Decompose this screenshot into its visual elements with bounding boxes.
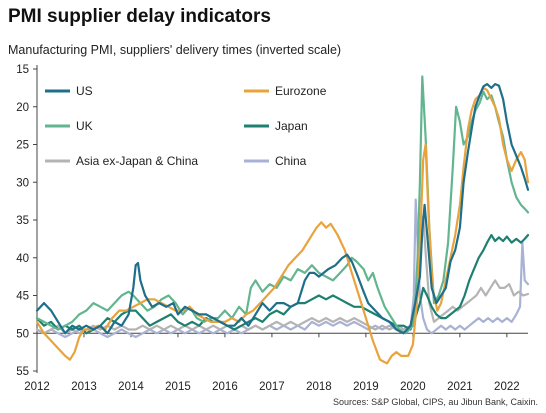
- x-tick-label: 2016: [212, 381, 238, 393]
- y-tick-label: 20: [16, 102, 29, 114]
- y-tick-label: 25: [16, 140, 29, 152]
- x-tick-label: 2021: [447, 381, 473, 393]
- series-line-us: [35, 83, 530, 335]
- series-line-china: [35, 198, 530, 339]
- legend-label-china: China: [275, 154, 307, 168]
- x-tick-label: 2018: [306, 381, 332, 393]
- legend-label-japan: Japan: [275, 119, 308, 133]
- x-tick-label: 2015: [165, 381, 191, 393]
- y-tick-label: 45: [16, 291, 29, 303]
- y-tick-label: 30: [16, 177, 29, 189]
- x-tick-label: 2022: [494, 381, 520, 393]
- y-tick-label: 40: [16, 253, 29, 265]
- x-tick-label: 2013: [71, 381, 97, 393]
- chart-title: PMI supplier delay indicators: [8, 6, 271, 27]
- y-tick-label: 50: [16, 328, 29, 340]
- legend-label-us: US: [76, 84, 93, 98]
- y-tick-label: 15: [16, 64, 29, 76]
- series-line-uk: [35, 75, 530, 335]
- x-tick-label: 2014: [118, 381, 144, 393]
- source-note: Sources: S&P Global, CIPS, au Jibun Bank…: [333, 397, 538, 407]
- x-tick-label: 2019: [353, 381, 379, 393]
- x-tick-label: 2012: [24, 381, 50, 393]
- y-tick-label: 55: [16, 366, 29, 378]
- chart-subtitle: Manufacturing PMI, suppliers' delivery t…: [8, 43, 342, 57]
- y-tick-label: 35: [16, 215, 29, 227]
- legend-label-eurozone: Eurozone: [275, 84, 327, 98]
- x-tick-label: 2020: [400, 381, 426, 393]
- legend-label-uk: UK: [76, 119, 93, 133]
- legend-label-asia-ex-japan-china: Asia ex-Japan & China: [76, 154, 198, 168]
- series-line-asia-ex-japan-china: [35, 215, 530, 335]
- series-line-japan: [35, 234, 530, 335]
- x-tick-label: 2017: [259, 381, 285, 393]
